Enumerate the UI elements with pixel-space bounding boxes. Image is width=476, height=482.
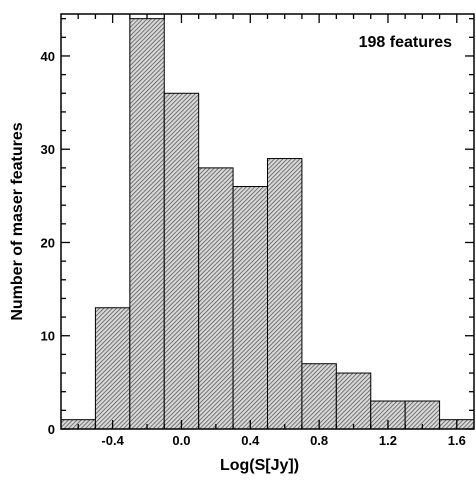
histogram-bar: [198, 167, 234, 430]
histogram-bar: [129, 18, 165, 430]
x-tick-label: 0.0: [172, 433, 190, 448]
histogram-bar: [232, 186, 268, 430]
histogram-bar: [335, 372, 372, 430]
x-tick-label: 0.8: [310, 433, 328, 448]
y-axis-title: Number of maser features: [9, 122, 26, 320]
y-tick-label: 20: [41, 235, 55, 250]
feature-count-annotation: 198 features: [359, 34, 452, 51]
x-tick-label: 0.4: [241, 433, 260, 448]
ticks-layer: -0.4 0.0 0.4 0.8 1.2 1.6 0 10 20 30 40: [41, 14, 474, 448]
y-tick-label: 30: [41, 142, 55, 157]
histogram-bar: [94, 307, 131, 430]
x-tick-label: -0.4: [101, 433, 124, 448]
histogram-bar: [267, 158, 303, 430]
x-tick-label: 1.2: [379, 433, 397, 448]
y-tick-label: 10: [41, 329, 55, 344]
y-tick-label: 0: [48, 422, 55, 437]
histogram-bar: [163, 92, 200, 430]
x-tick-label: 1.6: [448, 433, 466, 448]
bars-layer: [60, 18, 475, 430]
histogram-bar: [301, 363, 337, 430]
y-tick-label: 40: [41, 49, 55, 64]
x-axis-title: Log(S[Jy]): [220, 457, 299, 474]
